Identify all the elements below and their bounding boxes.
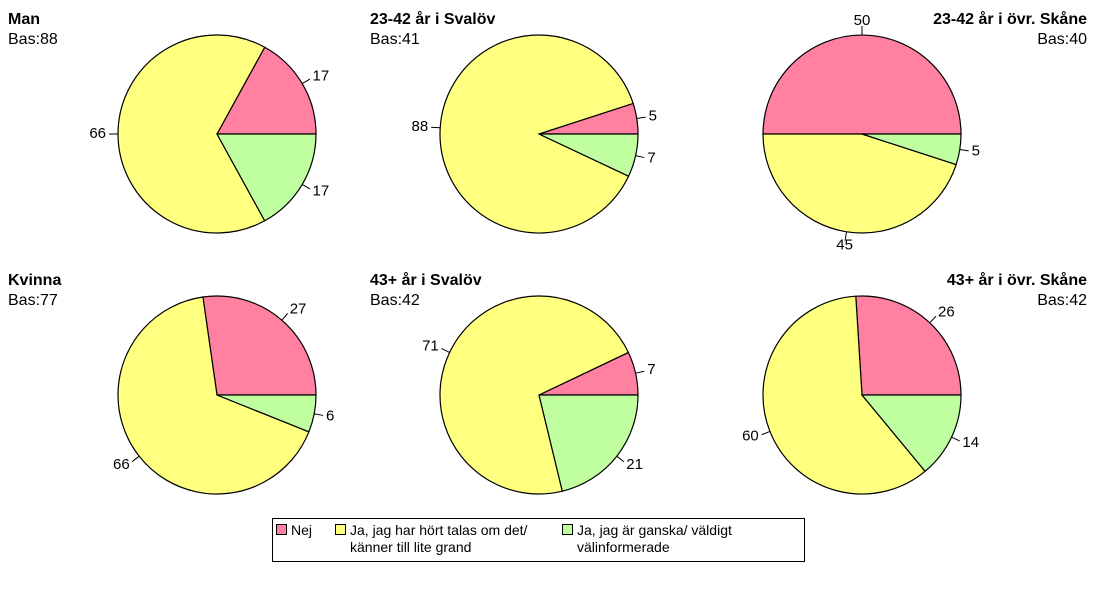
pie-slice [117, 296, 310, 495]
label-leader [616, 455, 625, 463]
pie-title: 43+ år i övr. Skåne [946, 272, 1087, 289]
data-label: 45 [836, 237, 853, 254]
legend-swatch [335, 524, 346, 535]
pie-title-block: Kvinna Bas:77 [8, 271, 61, 311]
label-leader [441, 348, 450, 353]
pie-title: Man [8, 11, 40, 28]
pie-title: 23-42 år i Svalöv [370, 11, 496, 28]
pie-slice [762, 295, 926, 495]
data-label: 6 [326, 407, 334, 424]
pie-slice [216, 394, 317, 433]
pie-title-block: 23-42 år i Svalöv Bas:41 [370, 10, 495, 50]
data-label: 7 [647, 361, 655, 378]
label-leader [929, 315, 937, 324]
pie-slice [439, 34, 634, 234]
pie-title-block: Man Bas:88 [8, 10, 58, 50]
data-label: 17 [313, 67, 330, 84]
data-label: 71 [422, 337, 439, 354]
legend: Nej Ja, jag har hört talas om det/ känne… [272, 518, 805, 562]
pie-slice [439, 295, 630, 495]
label-leader [281, 313, 289, 321]
pie-subtitle: Bas:88 [8, 31, 58, 48]
legend-swatch [276, 524, 287, 535]
data-label: 14 [962, 434, 979, 451]
pie-subtitle: Bas:77 [8, 292, 58, 309]
pie-subtitle: Bas:42 [370, 292, 420, 309]
label-leader [635, 370, 645, 374]
data-label: 7 [647, 150, 655, 167]
pie-title-block: 23-42 år i övr. Skåne Bas:40 [927, 10, 1087, 50]
pie-slice [860, 394, 962, 473]
data-label: 26 [938, 304, 955, 321]
label-leader [301, 183, 311, 190]
data-label: 60 [742, 428, 759, 445]
pie-title: Kvinna [8, 272, 62, 289]
legend-label: Ja, jag är ganska/ väldigt välinformerad… [577, 522, 732, 555]
pie-title: 23-42 år i övr. Skåne [933, 11, 1087, 28]
label-leader [951, 436, 960, 442]
pie-title-block: 43+ år i övr. Skåne Bas:42 [927, 271, 1087, 311]
label-leader [635, 155, 645, 159]
data-label: 21 [626, 456, 643, 473]
pie-slice [117, 34, 266, 234]
label-leader [844, 231, 848, 241]
data-label: 66 [113, 456, 130, 473]
label-leader [431, 126, 441, 129]
legend-swatch [562, 524, 573, 535]
data-label: 5 [649, 107, 657, 124]
legend-label: Nej [291, 522, 313, 538]
data-label: 27 [290, 301, 307, 318]
pie-title-block: 43+ år i Svalöv Bas:42 [370, 271, 482, 311]
legend-label: Ja, jag har hört talas om det/ känner ti… [350, 522, 528, 555]
data-label: 17 [313, 182, 330, 199]
label-leader [761, 430, 771, 436]
label-leader [636, 116, 646, 120]
data-label: 88 [412, 118, 429, 135]
label-leader [301, 78, 311, 85]
pie-slice [538, 133, 639, 177]
pie-slice [215, 133, 317, 222]
pie-slice [538, 394, 639, 492]
data-label: 5 [972, 143, 980, 160]
label-leader [959, 148, 969, 152]
pie-subtitle: Bas:40 [1037, 31, 1087, 48]
data-label: 66 [89, 125, 106, 142]
label-leader [314, 413, 324, 416]
pie-slice [202, 295, 317, 396]
pie-title: 43+ år i Svalöv [370, 272, 482, 289]
pie-subtitle: Bas:41 [370, 31, 420, 48]
pie-subtitle: Bas:42 [1037, 292, 1087, 309]
label-leader [131, 455, 140, 463]
data-label: 50 [854, 12, 871, 29]
pie-slice [215, 46, 317, 135]
